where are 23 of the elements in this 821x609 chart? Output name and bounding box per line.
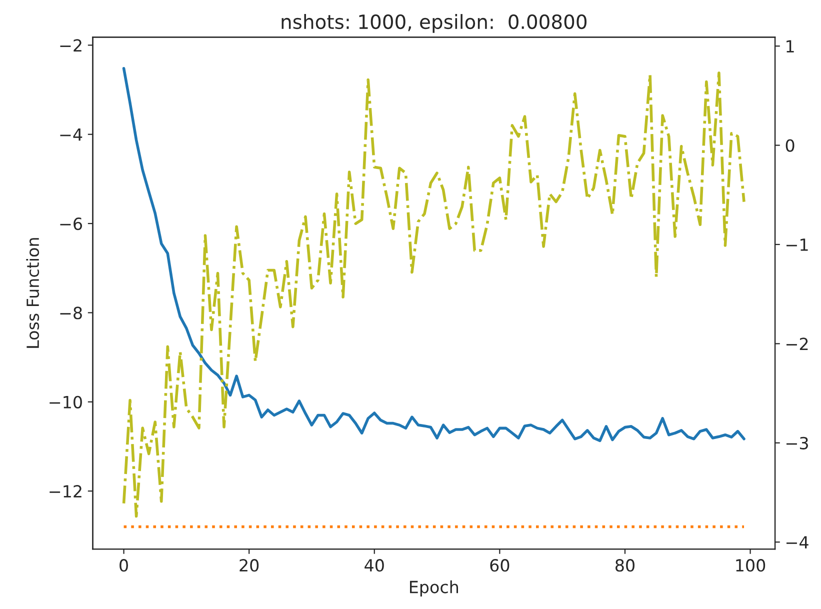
y2-tick-label: −4 <box>786 536 808 548</box>
x-tick-label: 40 <box>364 559 384 572</box>
line-series <box>122 66 746 442</box>
x-tick-label: 20 <box>240 559 259 572</box>
chart-title: nshots: 1000, epsilon: 0.00800 <box>282 14 587 33</box>
y-tick-label: −12 <box>50 485 82 498</box>
x-tick-label: 80 <box>616 559 634 572</box>
y-axis-title: Loss Function <box>26 238 40 348</box>
y-tick-label: −10 <box>50 396 82 408</box>
y-tick-label: −6 <box>60 217 82 230</box>
x-tick-label: 100 <box>736 559 766 572</box>
y-tick-label: −8 <box>60 306 82 320</box>
x-tick-label: 0 <box>120 559 128 572</box>
y-tick-label: −4 <box>60 128 82 141</box>
y2-tick-label: −1 <box>786 238 808 251</box>
y2-tick-label: −2 <box>786 338 808 350</box>
y2-tick-label: −3 <box>786 436 808 450</box>
x-axis-title: Epoch <box>410 580 458 597</box>
x-tick-label: 60 <box>490 559 510 572</box>
line-series <box>122 71 746 518</box>
y2-tick-label: 0 <box>786 139 794 152</box>
y2-tick-label: 1 <box>786 40 794 52</box>
y-tick-label: −2 <box>60 39 82 52</box>
